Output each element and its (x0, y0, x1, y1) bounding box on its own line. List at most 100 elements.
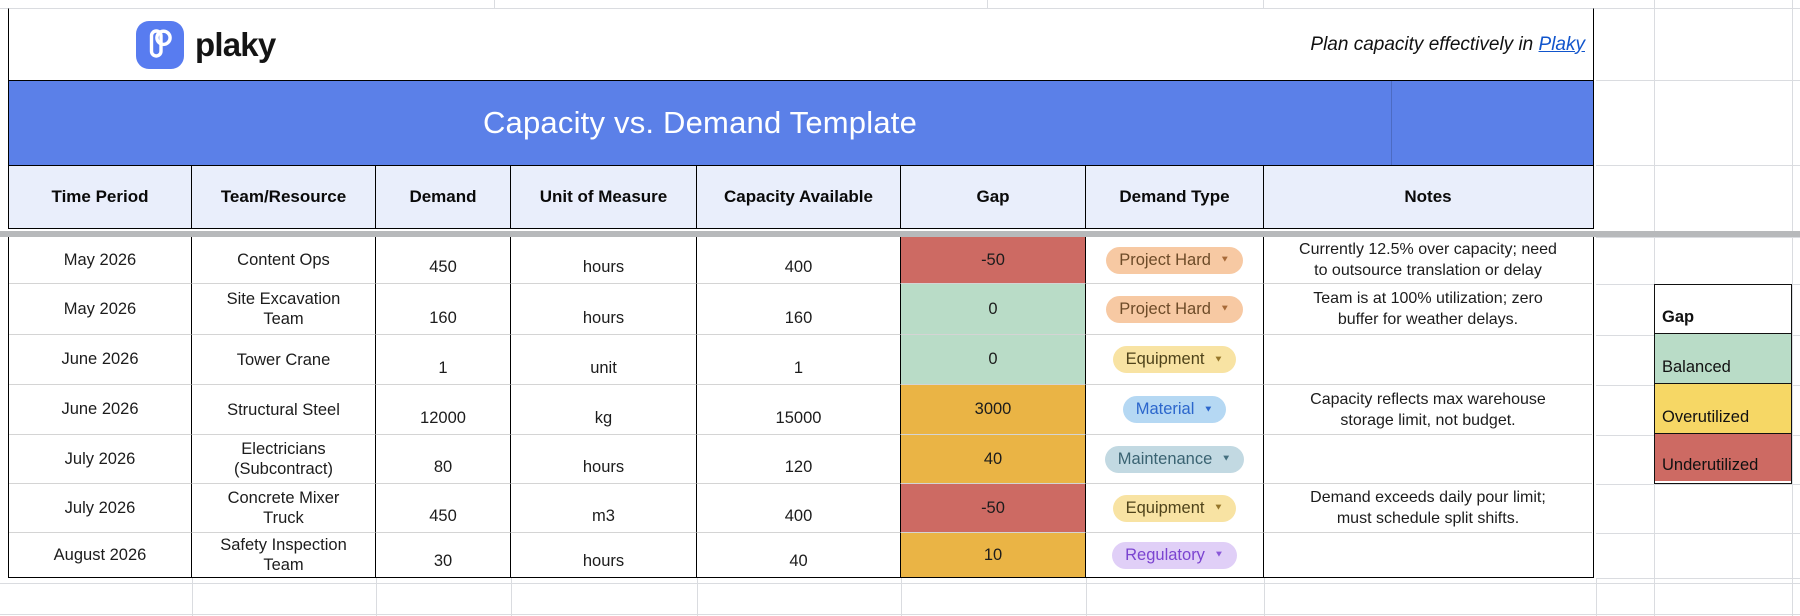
cell-gap[interactable]: 10 (901, 533, 1086, 577)
table-header-row: Time Period Team/Resource Demand Unit of Me… (8, 165, 1594, 229)
cell-unit-of-measure[interactable]: hours (511, 237, 697, 284)
cell-team-resource[interactable]: Tower Crane (192, 335, 376, 385)
cell-demand-type[interactable]: Material ▼ (1086, 385, 1264, 435)
cell-team-resource[interactable]: Site Excavation Team (192, 284, 376, 335)
column-header-demand[interactable]: Demand (376, 166, 511, 228)
demand-type-label: Equipment (1125, 350, 1205, 369)
column-header-gap[interactable]: Gap (901, 166, 1086, 228)
cell-unit-of-measure[interactable]: hours (511, 284, 697, 335)
cell-notes[interactable]: Team is at 100% utilization; zero buffer… (1264, 284, 1592, 335)
dropdown-arrow-icon: ▼ (1221, 453, 1232, 464)
frozen-row-divider (0, 231, 1800, 237)
cell-demand[interactable]: 160 (376, 284, 511, 335)
legend-cell-underutilized[interactable]: Underutilized (1655, 434, 1791, 481)
demand-type-dropdown[interactable]: Project Hard ▼ (1106, 295, 1243, 323)
cell-demand-type[interactable]: Equipment ▼ (1086, 484, 1264, 533)
cell-demand-type[interactable]: Maintenance ▼ (1086, 435, 1264, 484)
dropdown-arrow-icon: ▼ (1203, 404, 1214, 414)
cell-gap[interactable]: 40 (901, 435, 1086, 484)
gap-legend: Gap Balanced Overutilized Underutilized (1654, 284, 1792, 484)
cell-capacity-available[interactable]: 400 (697, 237, 901, 284)
cell-demand-type[interactable]: Project Hard ▼ (1086, 237, 1264, 284)
demand-type-label: Equipment (1125, 498, 1205, 517)
cell-demand-type[interactable]: Project Hard ▼ (1086, 284, 1264, 335)
tagline: Plan capacity effectively in Plaky (1310, 34, 1585, 56)
column-header-notes[interactable]: Notes (1404, 187, 1452, 206)
cell-notes[interactable] (1264, 335, 1592, 385)
cell-team-resource[interactable]: Electricians (Subcontract) (192, 435, 376, 484)
cell-unit-of-measure[interactable]: kg (511, 385, 697, 435)
cell-demand[interactable]: 450 (376, 484, 511, 533)
cell-gap[interactable]: -50 (901, 237, 1086, 284)
cell-capacity-available[interactable]: 15000 (697, 385, 901, 435)
banner-cell-divider (1391, 81, 1392, 165)
legend-cell-overutilized[interactable]: Overutilized (1655, 384, 1791, 434)
cell-team-resource[interactable]: Structural Steel (192, 385, 376, 435)
tagline-text: Plan capacity effectively in (1310, 33, 1534, 55)
plaky-link[interactable]: Plaky (1538, 33, 1585, 55)
cell-gap[interactable]: -50 (901, 484, 1086, 533)
cell-time-period[interactable]: May 2026 (9, 237, 192, 284)
cell-team-resource[interactable]: Concrete Mixer Truck (192, 484, 376, 533)
cell-demand[interactable]: 1 (376, 335, 511, 385)
dropdown-arrow-icon: ▼ (1213, 549, 1224, 560)
cell-time-period[interactable]: August 2026 (9, 533, 192, 577)
cell-notes[interactable]: Demand exceeds daily pour limit; must sc… (1264, 484, 1592, 533)
cell-capacity-available[interactable]: 120 (697, 435, 901, 484)
template-title: Capacity vs. Demand Template (482, 105, 918, 140)
demand-type-label: Project Hard (1119, 250, 1211, 269)
cell-capacity-available[interactable]: 40 (697, 533, 901, 577)
cell-time-period[interactable]: July 2026 (9, 484, 192, 533)
cell-demand[interactable]: 30 (376, 533, 511, 577)
cell-gap[interactable]: 3000 (901, 385, 1086, 435)
demand-type-dropdown[interactable]: Regulatory ▼ (1112, 541, 1237, 569)
cell-time-period[interactable]: June 2026 (9, 385, 192, 435)
column-header-demand-type[interactable]: Demand Type (1086, 166, 1264, 228)
cell-capacity-available[interactable]: 400 (697, 484, 901, 533)
cell-unit-of-measure[interactable]: hours (511, 533, 697, 577)
cell-demand[interactable]: 80 (376, 435, 511, 484)
cell-team-resource[interactable]: Safety Inspection Team (192, 533, 376, 577)
column-header-capacity-available[interactable]: Capacity Available (697, 166, 901, 228)
demand-type-dropdown[interactable]: Material ▼ (1122, 396, 1227, 423)
cell-gap[interactable]: 0 (901, 284, 1086, 335)
cell-time-period[interactable]: July 2026 (9, 435, 192, 484)
table-body: May 2026 Content Ops 450 hours 400 -50 Project… (8, 237, 1594, 578)
cell-demand-type[interactable]: Regulatory ▼ (1086, 533, 1264, 577)
plaky-logo-icon (136, 20, 184, 69)
cell-unit-of-measure[interactable]: unit (511, 335, 697, 385)
cell-unit-of-measure[interactable]: m3 (511, 484, 697, 533)
column-header-time-period[interactable]: Time Period (9, 166, 192, 228)
cell-notes[interactable]: Currently 12.5% over capacity; need to o… (1264, 237, 1592, 284)
demand-type-dropdown[interactable]: Maintenance ▼ (1104, 445, 1245, 473)
demand-type-label: Project Hard (1119, 299, 1211, 318)
column-header-unit-of-measure[interactable]: Unit of Measure (511, 166, 697, 228)
logo-row: plaky Plan capacity effectively in Plaky (8, 8, 1594, 80)
demand-type-label: Material (1135, 400, 1195, 419)
cell-team-resource[interactable]: Content Ops (192, 237, 376, 284)
demand-type-dropdown[interactable]: Project Hard ▼ (1106, 246, 1243, 274)
cell-demand[interactable]: 450 (376, 237, 511, 284)
legend-cell-balanced[interactable]: Balanced (1655, 334, 1791, 384)
cell-notes[interactable]: Capacity reflects max warehouse storage … (1264, 385, 1592, 435)
title-banner: Capacity vs. Demand Template (8, 80, 1594, 165)
dropdown-arrow-icon: ▼ (1219, 303, 1230, 314)
column-header-team-resource[interactable]: Team/Resource (192, 166, 376, 228)
cell-time-period[interactable]: June 2026 (9, 335, 192, 385)
cell-capacity-available[interactable]: 160 (697, 284, 901, 335)
cell-demand[interactable]: 12000 (376, 385, 511, 435)
legend-cell-gap[interactable]: Gap (1655, 285, 1791, 334)
demand-type-dropdown[interactable]: Equipment ▼ (1112, 346, 1237, 373)
cell-gap[interactable]: 0 (901, 335, 1086, 385)
dropdown-arrow-icon: ▼ (1219, 254, 1230, 265)
cell-notes[interactable] (1264, 533, 1592, 577)
cell-capacity-available[interactable]: 1 (697, 335, 901, 385)
cell-demand-type[interactable]: Equipment ▼ (1086, 335, 1264, 385)
demand-type-label: Regulatory (1125, 545, 1205, 564)
demand-type-dropdown[interactable]: Equipment ▼ (1112, 494, 1237, 522)
cell-unit-of-measure[interactable]: hours (511, 435, 697, 484)
cell-notes[interactable] (1264, 435, 1592, 484)
plaky-brand: plaky (136, 20, 276, 69)
cell-time-period[interactable]: May 2026 (9, 284, 192, 335)
dropdown-arrow-icon: ▼ (1213, 354, 1224, 364)
